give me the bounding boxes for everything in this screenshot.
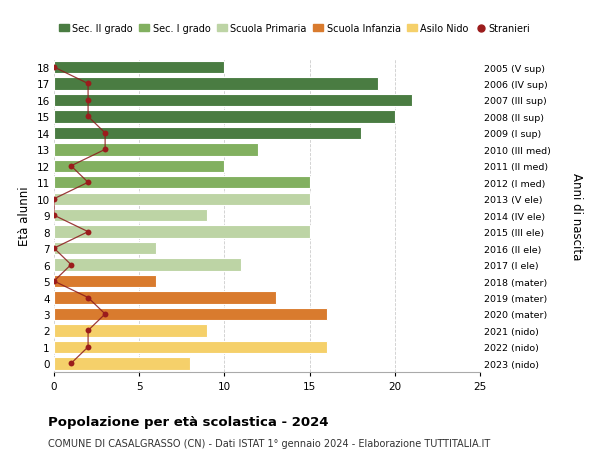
Point <box>66 261 76 269</box>
Bar <box>54 78 378 90</box>
Point <box>83 229 93 236</box>
Bar <box>54 259 241 271</box>
Point <box>83 343 93 351</box>
Bar <box>54 308 326 320</box>
Point <box>83 179 93 186</box>
Point <box>49 245 59 252</box>
Bar <box>54 193 310 206</box>
Bar <box>54 111 395 123</box>
Point <box>83 294 93 302</box>
Point <box>100 311 110 318</box>
Point <box>83 81 93 88</box>
Bar <box>54 358 190 370</box>
Text: COMUNE DI CASALGRASSO (CN) - Dati ISTAT 1° gennaio 2024 - Elaborazione TUTTITALI: COMUNE DI CASALGRASSO (CN) - Dati ISTAT … <box>48 438 490 448</box>
Bar <box>54 210 208 222</box>
Point <box>66 163 76 170</box>
Point <box>49 64 59 72</box>
Bar <box>54 160 224 173</box>
Bar <box>54 95 412 107</box>
Point <box>83 97 93 104</box>
Bar <box>54 62 224 74</box>
Point <box>83 113 93 121</box>
Bar <box>54 144 259 156</box>
Bar <box>54 177 310 189</box>
Point <box>49 196 59 203</box>
Bar <box>54 292 275 304</box>
Bar <box>54 242 156 255</box>
Point <box>49 278 59 285</box>
Text: Popolazione per età scolastica - 2024: Popolazione per età scolastica - 2024 <box>48 415 329 428</box>
Point <box>49 212 59 219</box>
Bar <box>54 325 208 337</box>
Bar <box>54 341 326 353</box>
Point <box>83 327 93 335</box>
Bar <box>54 275 156 288</box>
Point <box>100 146 110 154</box>
Point <box>100 130 110 137</box>
Bar <box>54 128 361 140</box>
Bar <box>54 226 310 238</box>
Point <box>66 360 76 367</box>
Y-axis label: Età alunni: Età alunni <box>18 186 31 246</box>
Y-axis label: Anni di nascita: Anni di nascita <box>571 172 583 259</box>
Legend: Sec. II grado, Sec. I grado, Scuola Primaria, Scuola Infanzia, Asilo Nido, Stran: Sec. II grado, Sec. I grado, Scuola Prim… <box>59 24 530 34</box>
